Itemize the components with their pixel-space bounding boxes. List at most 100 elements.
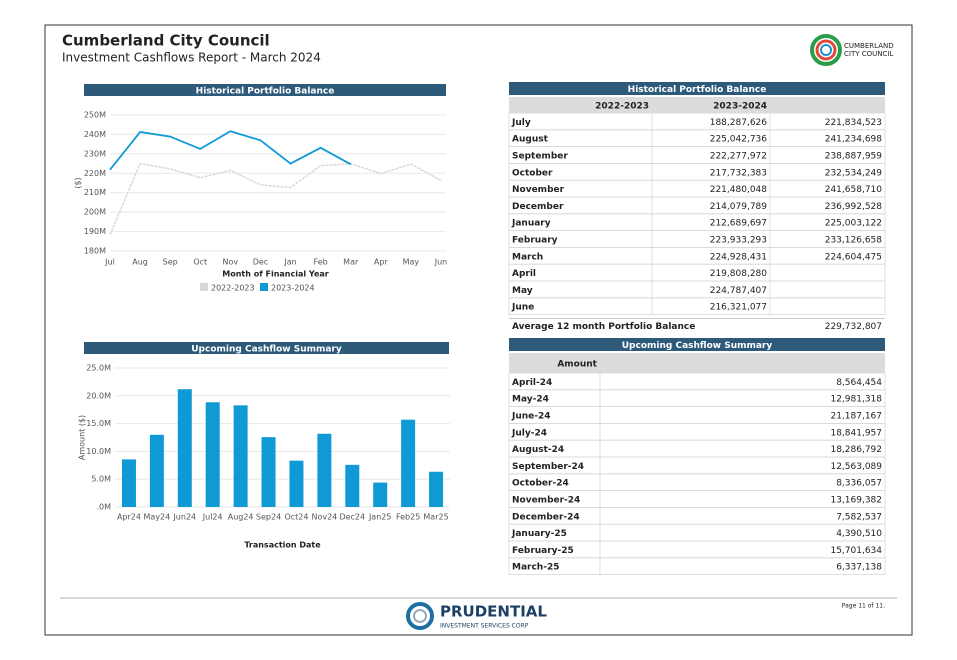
title: Cumberland City Council: [62, 32, 270, 50]
table-header: [509, 97, 885, 113]
y-tick-label: 15.0M: [86, 419, 111, 428]
title-bar: [84, 84, 446, 96]
x-tick-label: Sep: [163, 258, 178, 267]
x-tick-label: Dec: [253, 258, 268, 267]
cell-value: 12,563,089: [830, 462, 882, 472]
x-tick-label: Nov: [223, 258, 239, 267]
subtitle: Investment Cashflows Report - March 2024: [62, 51, 321, 65]
row-label: August-24: [512, 445, 564, 455]
cell-value: 216,321,077: [710, 303, 767, 313]
row-label: May: [512, 286, 533, 296]
cell-value: 18,286,792: [830, 445, 882, 455]
cell-value: 8,564,454: [836, 378, 882, 388]
page-border: [44, 24, 913, 636]
cell-value: 223,933,293: [710, 236, 767, 246]
series-line: [109, 162, 442, 236]
x-tick-label: Apr: [374, 258, 389, 267]
cell-value: 233,126,658: [825, 236, 883, 246]
cell-value: 224,928,431: [710, 252, 767, 262]
x-tick-label: Feb25: [396, 513, 420, 522]
brand: PRUDENTIAL: [440, 603, 547, 621]
x-tick-label: Aug: [132, 258, 148, 267]
bar: [429, 471, 444, 507]
table-row: [508, 263, 886, 282]
x-tick-label: Jun: [434, 258, 448, 267]
y-tick-label: 200M: [84, 208, 106, 217]
table-row: [508, 389, 886, 407]
title-bar: [509, 338, 885, 351]
table-row: [508, 557, 886, 575]
cell-value: 225,042,736: [710, 135, 768, 145]
cell-value: 13,169,382: [830, 496, 882, 506]
y-tick-label: 180M: [84, 247, 106, 256]
table-row: [508, 439, 886, 458]
bar: [233, 405, 248, 507]
cell-value: 8,336,057: [836, 479, 882, 489]
x-tick-label: Jul: [104, 258, 115, 267]
row-label: March-25: [512, 563, 559, 573]
logo-text: CUMBERLAND: [844, 42, 894, 50]
cell-value: 4,390,510: [836, 529, 882, 539]
page-number: Page 11 of 11.: [842, 603, 885, 610]
column-header: Amount: [557, 360, 597, 370]
cell-value: 15,701,634: [830, 546, 882, 556]
section-title: Historical Portfolio Balance: [628, 85, 767, 95]
x-tick-label: Apr24: [117, 513, 141, 522]
cell-value: 238,887,959: [825, 152, 883, 162]
y-axis-title: ($): [74, 177, 83, 188]
y-tick-label: .0M: [96, 503, 111, 512]
x-tick-label: Aug24: [228, 513, 254, 522]
y-tick-label: 20.0M: [86, 391, 111, 400]
row-label: March: [512, 252, 543, 262]
row-label: August: [512, 135, 549, 145]
row-label: June: [511, 303, 534, 313]
section-title: Historical Portfolio Balance: [196, 87, 335, 97]
bar: [401, 419, 416, 507]
row-label: June-24: [511, 412, 551, 422]
row-label: December: [512, 202, 564, 212]
cell-value: 241,234,698: [825, 135, 883, 145]
x-tick-label: Jan25: [368, 513, 392, 522]
x-tick-label: May24: [144, 513, 171, 522]
row-label: September-24: [512, 462, 584, 472]
table-row: [508, 280, 886, 299]
section-title: Upcoming Cashflow Summary: [622, 341, 773, 351]
cell-value: 12,981,318: [830, 395, 882, 405]
prudential-logo: PRUDENTIAL INVESTMENT SERVICES CORP: [406, 602, 547, 630]
y-tick-label: 230M: [84, 149, 106, 158]
cell-value: 241,658,710: [825, 185, 883, 195]
row-label: January: [511, 219, 551, 229]
section-title: Upcoming Cashflow Summary: [191, 345, 342, 355]
cell-value: 7,582,537: [836, 512, 882, 522]
row-label: April-24: [512, 378, 552, 388]
row-label: April: [512, 269, 536, 279]
row-label: February-25: [512, 546, 574, 556]
legend-label: 2023-2024: [271, 284, 315, 293]
x-tick-label: Mar25: [423, 513, 448, 522]
y-axis-title: Amount ($): [78, 415, 87, 460]
y-tick-label: 190M: [84, 227, 106, 236]
y-tick-label: 220M: [84, 169, 106, 178]
series-line: [109, 130, 352, 171]
column-header: 2023-2024: [713, 102, 767, 112]
cell-value: 217,732,383: [710, 168, 767, 178]
x-tick-label: Oct24: [284, 513, 308, 522]
y-tick-label: 5.0M: [91, 475, 111, 484]
cell-value: 6,337,138: [836, 563, 882, 573]
x-tick-label: Nov24: [311, 513, 337, 522]
title-bar: [84, 342, 449, 354]
cell-value: 224,604,475: [825, 252, 882, 262]
row-label: May-24: [512, 395, 549, 405]
cell-value: 225,003,122: [825, 219, 882, 229]
column-header: 2022-2023: [595, 102, 649, 112]
x-axis-title: Month of Financial Year: [222, 270, 329, 279]
cell-value: 221,834,523: [825, 118, 882, 128]
bar: [205, 402, 220, 507]
cell-value: 21,187,167: [830, 412, 882, 422]
bar: [177, 389, 192, 507]
cell-value: 221,480,048: [710, 185, 768, 195]
cell-value: 18,841,957: [830, 428, 882, 438]
x-tick-label: Jan: [283, 258, 296, 267]
row-label: November: [512, 185, 565, 195]
title-bar: [509, 82, 885, 95]
